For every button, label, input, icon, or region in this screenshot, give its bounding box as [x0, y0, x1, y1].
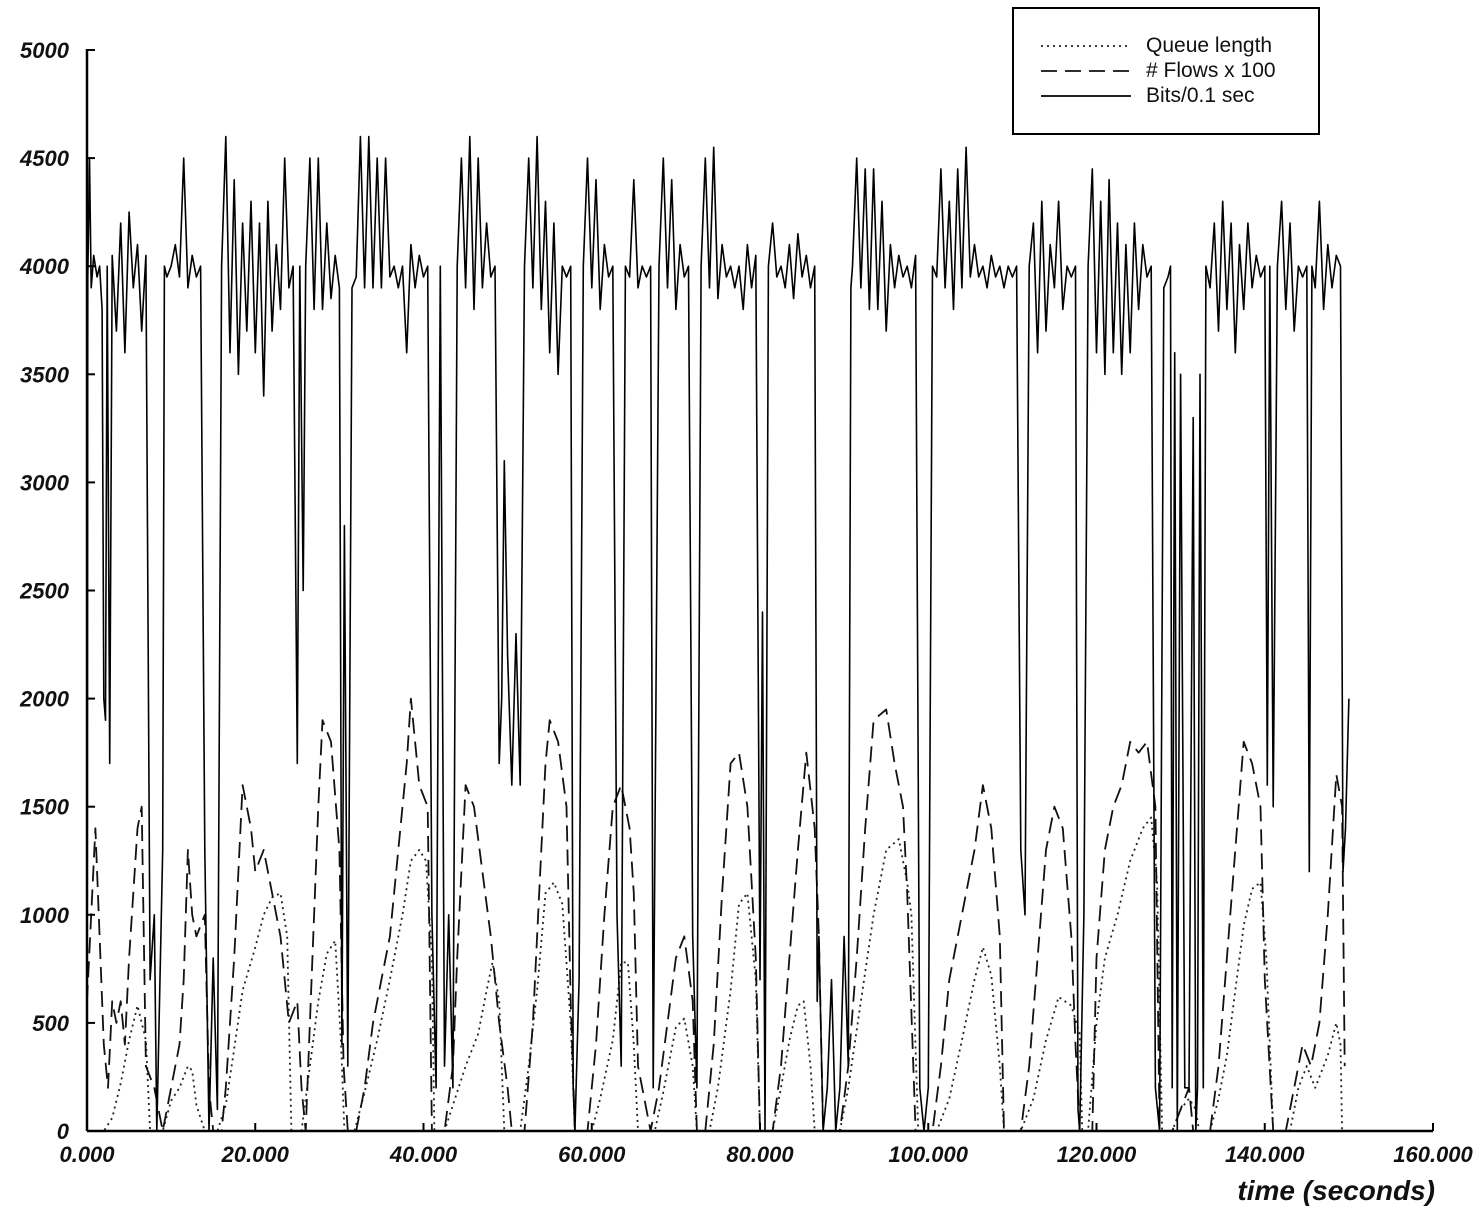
y-axis-ticks: 0 500 1000 1500 2000 2500 3000 3500 4000 4500 5000: [19, 38, 95, 1144]
y-tick-label: 1000: [20, 903, 70, 928]
series-line-2: [86, 135, 1350, 1132]
legend-label: Bits/0.1 sec: [1146, 84, 1255, 107]
x-tick-label: 40.000: [389, 1142, 458, 1167]
legend-box: [1012, 7, 1320, 135]
x-tick-label: 0.000: [59, 1142, 115, 1167]
x-tick-label: 160.000: [1393, 1142, 1473, 1167]
x-tick-label: 140.000: [1225, 1142, 1305, 1167]
legend-label: Queue length: [1146, 34, 1272, 57]
x-tick-label: 120.000: [1057, 1142, 1137, 1167]
y-tick-label: 500: [32, 1011, 69, 1036]
y-tick-label: 4500: [19, 146, 70, 171]
y-tick-label: 3000: [20, 470, 70, 495]
y-tick-label: 2500: [19, 579, 70, 604]
plot-lines: [86, 135, 1350, 1132]
x-tick-label: 60.000: [558, 1142, 626, 1167]
y-tick-label: 0: [57, 1119, 70, 1144]
y-tick-label: 2000: [19, 687, 70, 712]
y-tick-label: 4000: [19, 254, 70, 279]
y-tick-label: 3500: [20, 362, 70, 387]
x-tick-label: 100.000: [888, 1142, 968, 1167]
series-line-1: [86, 697, 1346, 1132]
series-line-0: [87, 816, 1343, 1132]
x-axis-ticks: 0.000 20.000 40.000 60.000 80.000 100.000 120.…: [59, 1123, 1474, 1167]
x-tick-label: 20.000: [221, 1142, 290, 1167]
x-axis-title: time (seconds): [1237, 1175, 1435, 1206]
y-tick-label: 5000: [20, 38, 70, 63]
legend-label: # Flows x 100: [1146, 59, 1276, 82]
y-tick-label: 1500: [20, 795, 70, 820]
axes: 0 500 1000 1500 2000 2500 3000 3500 4000 4500 5000…: [19, 38, 1473, 1206]
x-tick-label: 80.000: [726, 1142, 794, 1167]
